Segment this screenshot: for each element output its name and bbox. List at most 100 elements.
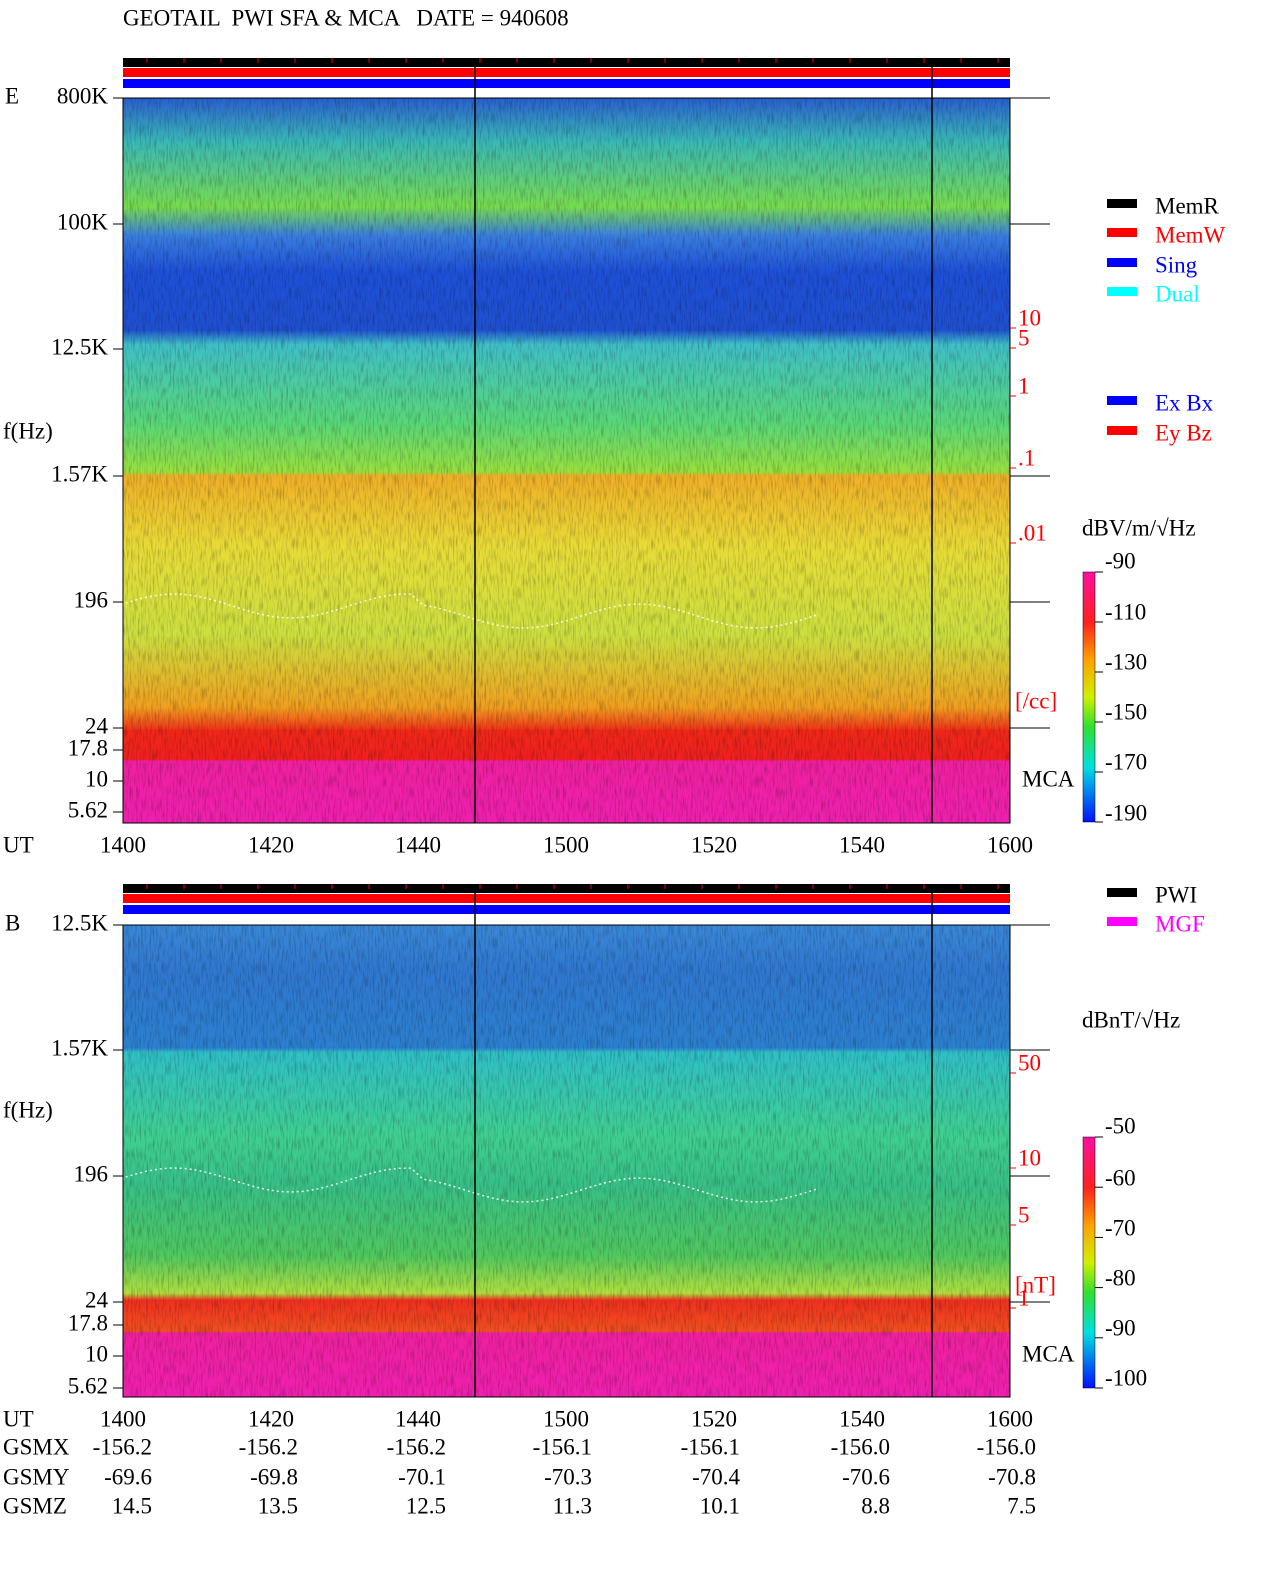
y-axis-label: f(Hz) <box>3 418 53 443</box>
colorbar-tick-label: -90 <box>1105 1315 1136 1340</box>
time-tick-label: 1600 <box>987 832 1033 857</box>
legend-swatch <box>1107 917 1137 926</box>
density-tick-label: 1 <box>1018 1285 1030 1310</box>
density-tick-label: 1 <box>1018 373 1030 398</box>
freq-tick-label: 12.5K <box>51 334 108 359</box>
density-tick-label: 10 <box>1018 305 1041 330</box>
density-unit: [nT] <box>1015 1272 1056 1297</box>
colorbar-tick-label: -150 <box>1105 699 1147 724</box>
legend-swatch <box>1107 396 1137 405</box>
ephemeris-value: -70.1 <box>398 1464 446 1489</box>
time-tick-label: 1440 <box>395 832 441 857</box>
time-tick-label: 1440 <box>395 1406 441 1431</box>
trace <box>122 1167 820 1203</box>
density-tick-label: 10 <box>1018 1145 1041 1170</box>
legend-label: Ey Bz <box>1155 420 1212 445</box>
density-tick-label: 5 <box>1018 1202 1030 1227</box>
ephemeris-value: 11.3 <box>553 1493 592 1518</box>
legend-label: PWI <box>1155 882 1197 907</box>
colorbar-tick-label: -60 <box>1105 1165 1136 1190</box>
panel-label: E <box>5 83 19 108</box>
frame <box>122 97 1011 824</box>
freq-tick-label: 10 <box>85 1341 108 1366</box>
density-tick-label: 5 <box>1018 325 1030 350</box>
time-label: UT <box>3 1406 34 1431</box>
ephemeris-name: GSMX <box>3 1434 70 1459</box>
time-tick-label: 1540 <box>839 832 885 857</box>
freq-tick-label: 196 <box>74 587 109 612</box>
time-tick-label: 1400 <box>100 832 146 857</box>
freq-tick-label: 1.57K <box>51 1035 108 1060</box>
colorbar-tick-label: -70 <box>1105 1215 1136 1240</box>
ephemeris-value: -70.6 <box>842 1464 890 1489</box>
time-tick-label: 1520 <box>691 832 737 857</box>
freq-tick-label: 12.5K <box>51 910 108 935</box>
colorbar-tick-label: -190 <box>1105 800 1147 825</box>
colorbar-tick-label: -130 <box>1105 649 1147 674</box>
legend-label: Dual <box>1155 281 1200 306</box>
freq-tick-label: 5.62 <box>68 797 108 822</box>
freq-tick-label: 24 <box>85 713 109 738</box>
panel-label: B <box>5 910 20 935</box>
freq-tick-label: 17.8 <box>68 735 108 760</box>
colorbar-tick-label: -110 <box>1105 599 1146 624</box>
ephemeris-value: -69.8 <box>250 1464 298 1489</box>
legend-swatch <box>1107 228 1137 237</box>
freq-tick-label: 17.8 <box>68 1310 108 1335</box>
colorbar-tick-label: -90 <box>1105 548 1136 573</box>
ephemeris-value: -156.2 <box>387 1434 446 1459</box>
status-bar <box>123 905 1010 914</box>
status-bar <box>123 884 1010 893</box>
status-bar <box>123 894 1010 903</box>
freq-tick-label: 100K <box>57 209 109 234</box>
ephemeris-value: 12.5 <box>406 1493 446 1518</box>
legend-swatch <box>1107 199 1137 208</box>
density-tick-label: 50 <box>1018 1050 1041 1075</box>
legend-swatch <box>1107 888 1137 897</box>
status-bar <box>123 79 1010 88</box>
time-tick-label: 1500 <box>543 832 589 857</box>
ephemeris-value: -70.3 <box>544 1464 592 1489</box>
title: GEOTAIL PWI SFA & MCA DATE = 940608 <box>123 5 569 30</box>
y-axis-label: f(Hz) <box>3 1097 53 1122</box>
mca-label: MCA <box>1022 766 1075 791</box>
colorbar-title: dBV/m/√Hz <box>1082 515 1196 540</box>
ephemeris-name: GSMZ <box>3 1493 67 1518</box>
ephemeris-value: -70.8 <box>988 1464 1036 1489</box>
ephemeris-value: 13.5 <box>258 1493 298 1518</box>
freq-tick-label: 196 <box>74 1161 109 1186</box>
colorbar-tick-label: -100 <box>1105 1365 1147 1390</box>
spectrogram-texture <box>123 98 1010 823</box>
legend-label: MGF <box>1155 911 1205 936</box>
ephemeris-value: 8.8 <box>861 1493 890 1518</box>
status-bar <box>123 68 1010 77</box>
density-tick-label: .01 <box>1018 520 1047 545</box>
freq-tick-label: 10 <box>85 766 108 791</box>
freq-tick-label: 800K <box>57 83 109 108</box>
time-tick-label: 1400 <box>100 1406 146 1431</box>
density-unit: [/cc] <box>1015 688 1057 713</box>
colorbar-tick-label: -50 <box>1105 1113 1136 1138</box>
freq-tick-label: 24 <box>85 1287 109 1312</box>
ephemeris-value: -156.0 <box>831 1434 890 1459</box>
ephemeris-value: 7.5 <box>1007 1493 1036 1518</box>
density-tick-label: .1 <box>1018 445 1035 470</box>
time-tick-label: 1600 <box>987 1406 1033 1431</box>
ephemeris-value: 10.1 <box>700 1493 740 1518</box>
time-tick-label: 1420 <box>248 832 294 857</box>
ephemeris-value: -156.1 <box>533 1434 592 1459</box>
ephemeris-value: 14.5 <box>112 1493 152 1518</box>
freq-tick-label: 5.62 <box>68 1373 108 1398</box>
time-tick-label: 1420 <box>248 1406 294 1431</box>
time-tick-label: 1500 <box>543 1406 589 1431</box>
ephemeris-value: -156.2 <box>93 1434 152 1459</box>
time-tick-label: 1520 <box>691 1406 737 1431</box>
mca-label: MCA <box>1022 1341 1075 1366</box>
time-tick-label: 1540 <box>839 1406 885 1431</box>
spectrogram-texture <box>123 925 1010 1397</box>
legend-label: Ex Bx <box>1155 390 1214 415</box>
colorbar <box>1082 1136 1096 1389</box>
frame <box>122 924 1011 1398</box>
ephemeris-value: -156.1 <box>681 1434 740 1459</box>
